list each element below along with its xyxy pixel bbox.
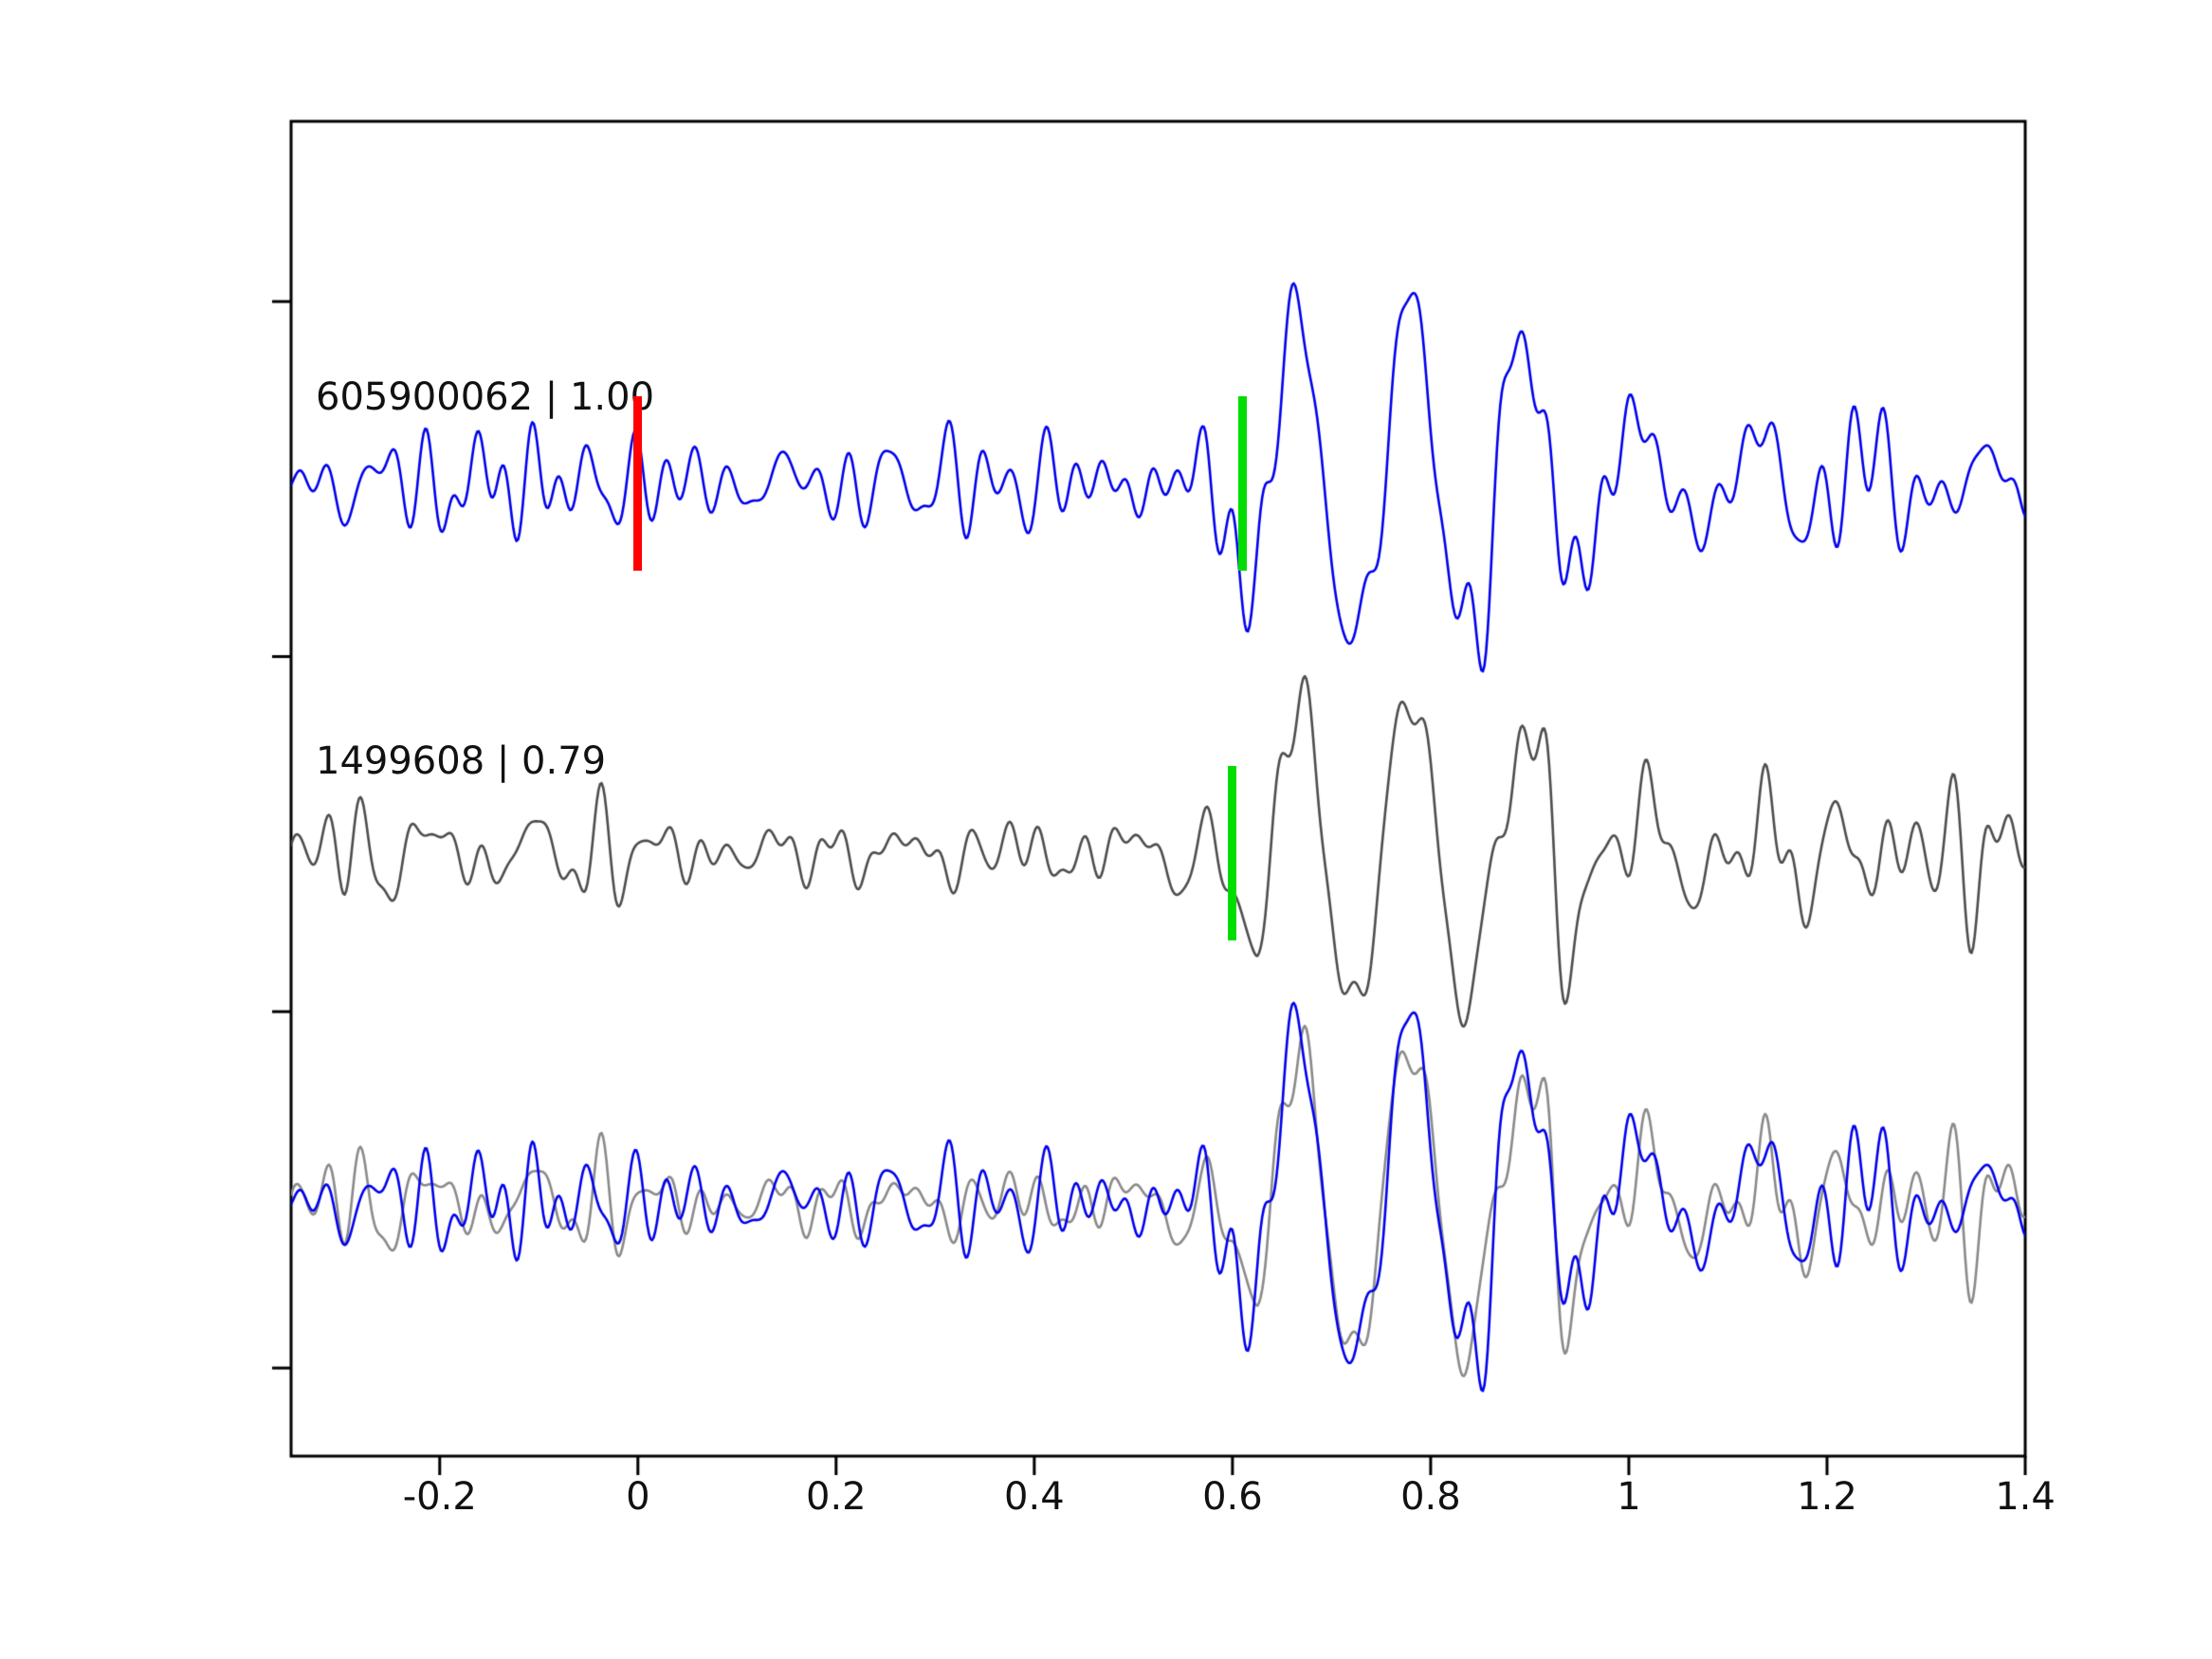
x-tick-label: 0.2 xyxy=(806,1475,867,1519)
x-tick-label: 0.6 xyxy=(1202,1475,1263,1519)
detection-pick-marker xyxy=(1228,765,1237,940)
detection-trace-label: 1499608 | 0.79 xyxy=(316,739,607,783)
x-tick-label: 1 xyxy=(1617,1475,1641,1519)
x-tick-label: 0.4 xyxy=(1004,1475,1065,1519)
x-tick-label: 1.4 xyxy=(1995,1475,2056,1519)
x-tick-label: 1.2 xyxy=(1797,1475,1857,1519)
x-tick-label: -0.2 xyxy=(402,1475,477,1519)
template-trace-label: 605900062 | 1.00 xyxy=(316,375,655,419)
x-tick-label: 0 xyxy=(626,1475,650,1519)
template-pick-marker xyxy=(1237,395,1247,571)
zero-lag-marker xyxy=(633,395,643,571)
x-tick-label: 0.8 xyxy=(1400,1475,1461,1519)
